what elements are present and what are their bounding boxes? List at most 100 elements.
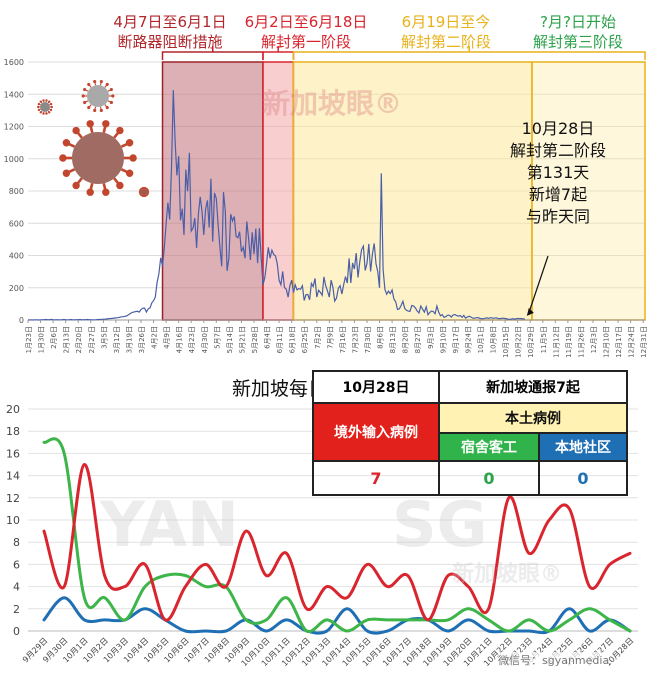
x-tick-label: 5月14日: [226, 326, 234, 353]
virus-spike-tip: [125, 139, 134, 147]
virus-spike-tip: [49, 102, 53, 106]
phase-title-circuit-breaker: 4月7日至6月1日 断路器阻断措施: [90, 12, 250, 52]
virus-spike-tip: [93, 108, 97, 113]
y-tick-label: 6: [13, 558, 20, 571]
virus-body: [72, 132, 124, 184]
y-tick-label: 8: [13, 536, 20, 549]
virus-spike-tip: [72, 126, 80, 135]
virus-spike-tip: [39, 111, 42, 114]
virus-spike-tip: [109, 87, 113, 92]
virus-spike-tip: [72, 181, 80, 190]
virus-spike-tip: [45, 112, 48, 115]
watermark-bottom-right: SG: [392, 488, 488, 561]
y-tick-label: 600: [9, 219, 24, 228]
x-tick-label: 10月15日: [502, 326, 510, 358]
x-tick-label: 8月6日: [377, 326, 385, 349]
callout-line: 与昨天同: [525, 207, 590, 226]
summary-table: 10月28日 新加坡通报7起 境外输入病例 本土病例 宿舍客工 本地社区 7 0…: [312, 370, 628, 496]
callout-line: 解封第二阶段: [509, 141, 606, 160]
x-tick-label: 12月3日: [590, 326, 598, 353]
phase-date: 6月19日至今: [401, 13, 491, 31]
x-tick-label: 10月1日: [477, 326, 485, 353]
imported-label: 境外输入病例: [312, 402, 440, 462]
phase-name: 断路器阻断措施: [117, 33, 223, 51]
virus-spike-tip: [59, 154, 67, 162]
x-tick-label: 4月9日: [163, 326, 171, 349]
virus-spike-tip: [141, 186, 145, 190]
footer-credit: 微信号：sgyanmedia: [498, 652, 610, 668]
y-tick-label: 1000: [4, 155, 24, 164]
phase-date: ?月?日开始: [540, 13, 616, 31]
phase-name: 解封第一阶段: [260, 33, 351, 51]
phase-name: 解封第二阶段: [400, 33, 491, 51]
x-tick-label: 11月5日: [540, 326, 548, 353]
x-tick-label: 4月2日: [151, 326, 159, 349]
virus-spike-tip: [143, 194, 147, 198]
virus-spike-tip: [86, 188, 94, 196]
virus-spike-tip: [105, 82, 109, 86]
virus-icon: [37, 99, 53, 115]
callout-arrow: [528, 255, 549, 314]
x-tick-label: 12月31日: [640, 326, 648, 358]
x-tick-label: 8月20日: [402, 326, 410, 353]
virus-spike-tip: [102, 120, 110, 128]
virus-spike-tip: [129, 154, 137, 162]
phase-region: [161, 61, 264, 321]
x-tick-label: 4月16日: [176, 326, 184, 353]
x-tick-label: 12月17日: [615, 326, 623, 358]
x-tick-label: 3月12日: [113, 326, 121, 353]
x-tick-label: 7月9日: [326, 326, 334, 349]
virus-body: [40, 102, 50, 112]
virus-illustration: [37, 79, 150, 198]
virus-spike-tip: [42, 112, 45, 115]
x-tick-label: 1月30日: [38, 326, 46, 353]
x-tick-label: 10月8日: [490, 326, 498, 353]
x-tick-label: 6月25日: [301, 326, 309, 353]
virus-spike-tip: [116, 181, 124, 190]
y-tick-label: 4: [13, 581, 20, 594]
virus-spike-tip: [50, 105, 53, 109]
y-tick-label: 0: [19, 316, 24, 325]
watermark-bottom-cn: 新加坡眼®: [452, 562, 563, 587]
phase-name: 解封第三阶段: [532, 33, 623, 51]
x-tick-label: 1月23日: [25, 326, 33, 353]
virus-spike-tip: [86, 120, 94, 128]
phase-title-reopen-1: 6月2日至6月18日 解封第一阶段: [238, 12, 374, 52]
x-tick-label: 7月2日: [314, 326, 322, 349]
virus-icon: [138, 186, 150, 198]
x-tick-label: 11月26日: [577, 326, 585, 358]
x-tick-label: 8月27日: [414, 326, 422, 353]
y-tick-label: 16: [6, 447, 20, 460]
phase-bracket: [292, 51, 646, 60]
phase-title-reopen-2: 6月19日至今 解封第二阶段: [384, 12, 508, 52]
virus-body: [87, 85, 109, 107]
virus-spike-tip: [125, 169, 134, 177]
x-tick-label: 4月23日: [188, 326, 196, 353]
virus-spike-tip: [99, 79, 103, 84]
virus-spike-tip: [37, 105, 40, 109]
virus-spike-tip: [146, 189, 149, 192]
phase-date: 4月7日至6月1日: [113, 13, 227, 31]
virus-spike-tip: [39, 100, 42, 103]
y-tick-label: 1600: [4, 58, 24, 67]
x-tick-label: 9月17日: [452, 326, 460, 353]
x-tick-label: 2月13日: [63, 326, 71, 353]
summary-headline: 新加坡通报7起: [438, 370, 628, 404]
virus-spike-tip: [102, 188, 110, 196]
phase-date: 6月2日至6月18日: [244, 13, 368, 31]
chart-cumulative-daily: 0 200 400 600 800 1000 1200 1400 1600 1月23日 1月30日 2…: [4, 46, 648, 358]
x-tick-label: 12月10日: [603, 326, 611, 358]
virus-icon: [59, 120, 137, 196]
virus-spike-tip: [81, 94, 85, 98]
callout-line: 新增7起: [528, 185, 588, 204]
x-tick-label: 9月10日: [439, 326, 447, 353]
x-tick-label: 3月19日: [125, 326, 133, 353]
x-tick-label: 8月13日: [389, 326, 397, 353]
phase-region-future: [531, 61, 646, 321]
x-tick-label: 2月20日: [75, 326, 83, 353]
watermark-bottom-left: YAN: [100, 488, 239, 561]
virus-spike-tip: [87, 106, 91, 110]
x-tick-label: 6月18日: [289, 326, 297, 353]
y-tick-label: 200: [9, 284, 24, 293]
virus-spike-tip: [49, 108, 53, 112]
